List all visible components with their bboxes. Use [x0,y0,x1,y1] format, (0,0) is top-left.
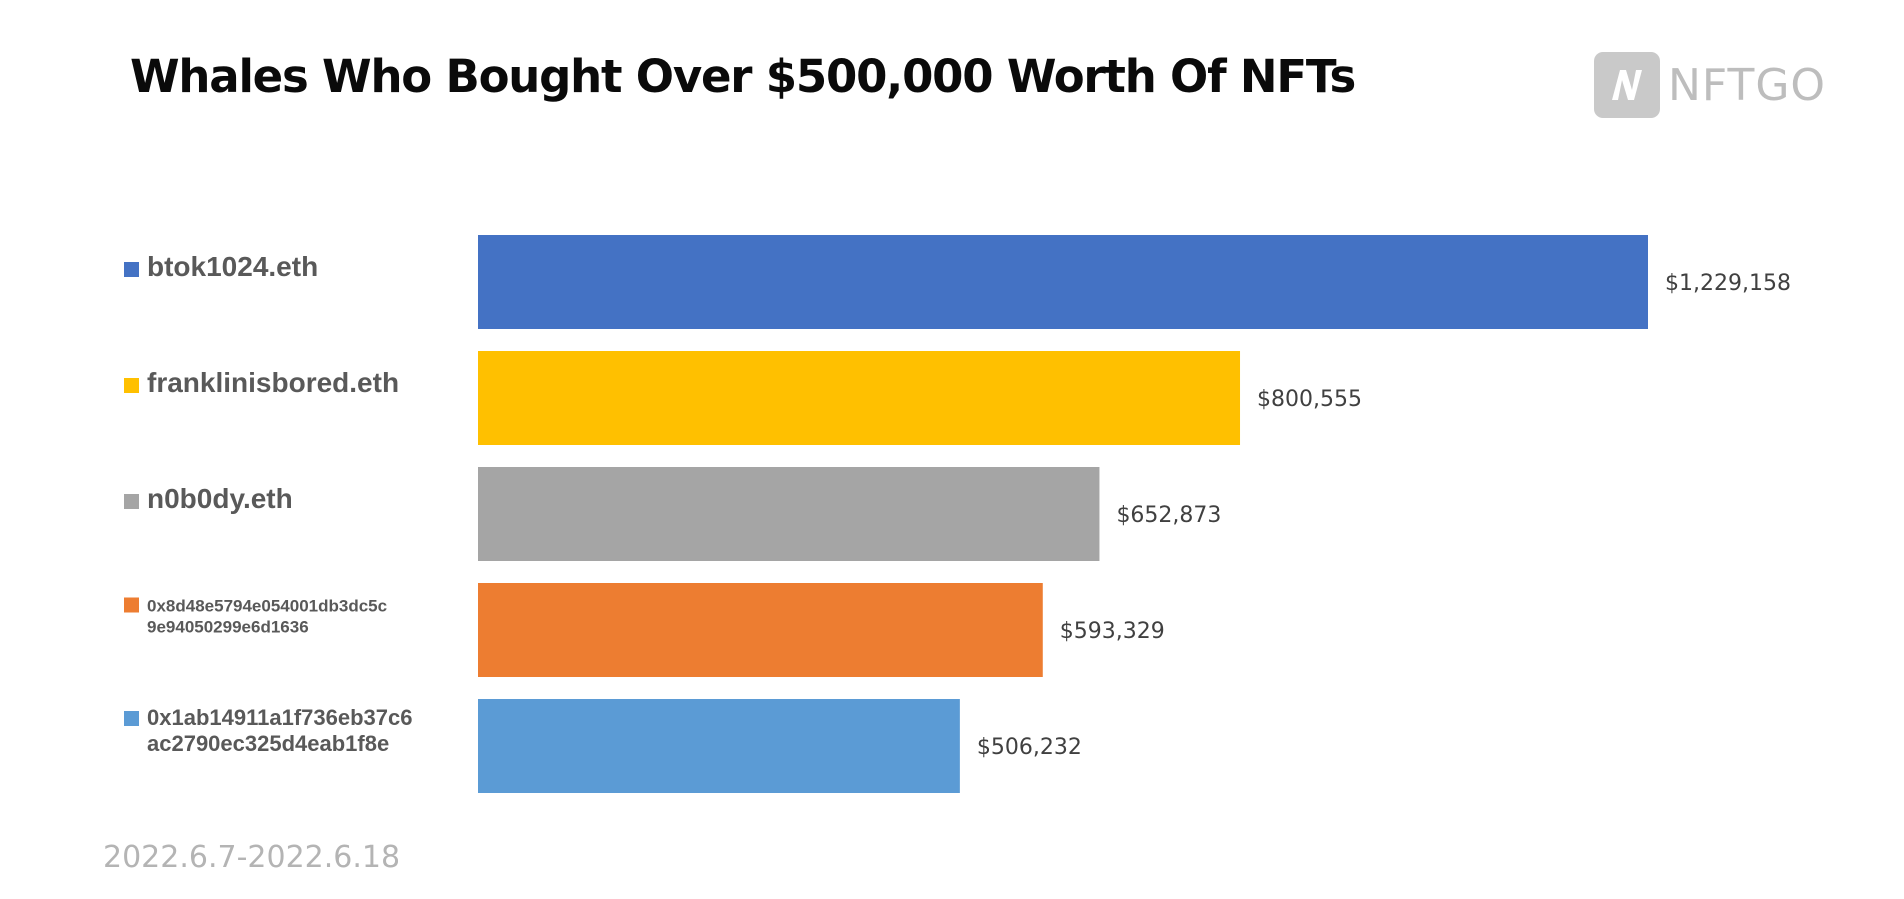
bar-3 [478,467,1100,561]
bar-value-label-3: $652,873 [1116,503,1221,528]
bar-4 [478,583,1043,677]
chart-title: Whales Who Bought Over $500,000 Worth Of… [130,50,1356,103]
bar-value-label-2: $800,555 [1257,387,1362,412]
legend-swatch-1 [124,262,139,277]
nftgo-logo: NFTGO [1594,52,1826,118]
bar-chart: $1,229,158 btok1024.eth $800,555 franklinis… [124,235,1791,793]
date-range: 2022.6.7-2022.6.18 [103,840,401,875]
legend-label-3: n0b0dy.eth [147,483,293,514]
legend-swatch-3 [124,494,139,509]
legend-swatch-2 [124,378,139,393]
legend-label-4: 0x8d48e5794e054001db3dc5c 9e94050299e6d16… [147,597,387,637]
legend-swatch-5 [124,711,139,726]
nftgo-logo-text: NFTGO [1668,59,1827,111]
bar-value-label-5: $506,232 [977,735,1082,760]
bar-1 [478,235,1648,329]
bar-value-label-4: $593,329 [1060,619,1165,644]
nftgo-logo-icon [1594,52,1660,118]
bar-value-label-1: $1,229,158 [1665,271,1791,296]
legend-label-2: franklinisbored.eth [147,367,399,398]
bar-2 [478,351,1241,445]
legend-label-1: btok1024.eth [147,251,318,282]
bar-5 [478,699,960,793]
legend-swatch-4 [124,597,139,613]
legend-label-5: 0x1ab14911a1f736eb37c6 ac2790ec325d4eab1f… [147,705,412,756]
